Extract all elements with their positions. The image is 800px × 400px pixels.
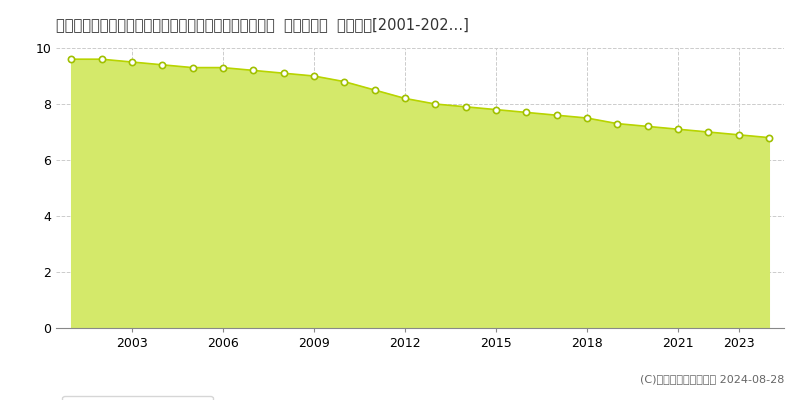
Text: (C)土地価格ドットコム 2024-08-28: (C)土地価格ドットコム 2024-08-28 xyxy=(640,374,784,384)
Text: 長崎県西彼杛郡時津町西時津郷字大屋平１０９４番３外  基準地価格  地価推移[2001-202…]: 長崎県西彼杛郡時津町西時津郷字大屋平１０９４番３外 基準地価格 地価推移[200… xyxy=(56,17,469,32)
Legend: 基準地価格 平均坪単価(万円/坪): 基準地価格 平均坪単価(万円/坪) xyxy=(62,396,213,400)
